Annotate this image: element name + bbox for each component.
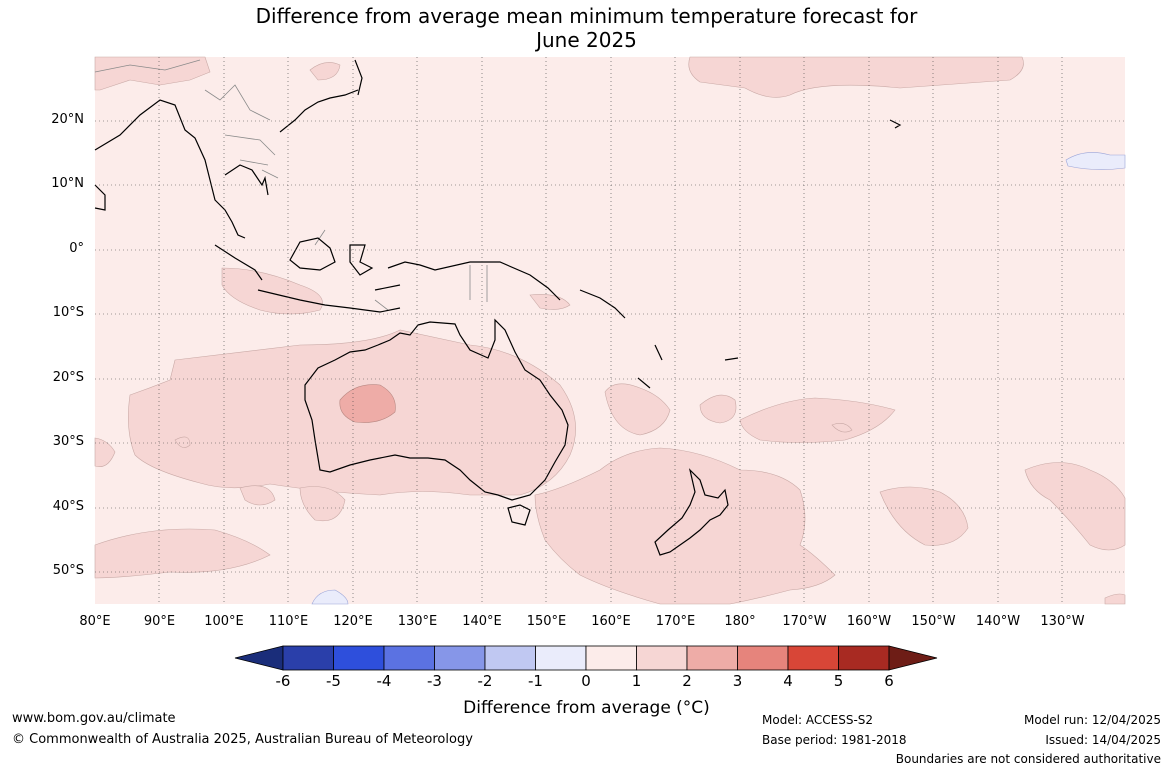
lon-label: 140°W <box>975 614 1021 629</box>
lon-label: 150°W <box>911 614 956 629</box>
lat-label: 30°S <box>52 434 84 449</box>
colorbar-tick-label: -2 <box>477 672 493 690</box>
colorbar-tick-label: -1 <box>528 672 543 690</box>
lon-label: 170°E <box>655 614 696 629</box>
colorbar-tick-label: -4 <box>376 672 392 690</box>
lat-label: 0° <box>69 241 84 256</box>
website-link[interactable]: www.bom.gov.au/climate <box>12 711 176 726</box>
map-title-line2: June 2025 <box>536 28 637 52</box>
colorbar-segment <box>434 645 486 671</box>
lon-label: 130°E <box>397 614 438 629</box>
disclaimer-text: Boundaries are not considered authoritat… <box>895 752 1161 766</box>
lon-label: 170°W <box>782 614 827 629</box>
lat-label: 50°S <box>52 563 84 578</box>
colorbar-tick-label: -5 <box>326 672 341 690</box>
anomaly-below-average-regions <box>311 152 1126 605</box>
colorbar-tick-label: 6 <box>884 672 894 690</box>
lat-label: 40°S <box>52 499 84 514</box>
model-run-text: Model run: 12/04/2025 <box>1023 713 1161 727</box>
lon-label: 160°E <box>591 614 631 629</box>
lon-label: 80°E <box>79 614 111 629</box>
colorbar-segment <box>838 645 890 671</box>
anomaly-2-3-region <box>339 384 396 423</box>
new-zealand-coastline <box>654 468 729 556</box>
colorbar-tick-label: 3 <box>732 672 743 690</box>
colorbar-segment <box>535 645 587 671</box>
colorbar-tick-label: 1 <box>631 672 642 690</box>
colorbar-tick-label: -3 <box>427 672 442 690</box>
colorbar-tick-label: 4 <box>783 672 793 690</box>
colorbar-segment <box>636 645 688 671</box>
colorbar-segment <box>333 645 385 671</box>
lon-label: 100°E <box>204 614 244 629</box>
lon-label: 150°E <box>526 614 567 629</box>
country-borders <box>94 59 488 311</box>
colorbar-segment <box>484 645 536 671</box>
lon-label: 110°E <box>268 614 309 629</box>
australia-coastline <box>304 318 569 501</box>
lon-label: 160°W <box>846 614 892 629</box>
colorbar-title: Difference from average (°C) <box>463 698 710 718</box>
model-text: Model: ACCESS-S2 <box>762 713 874 727</box>
lat-label: 10°S <box>52 305 84 320</box>
colorbar-segment <box>686 645 738 671</box>
map-title-line1: Difference from average mean minimum tem… <box>255 4 918 28</box>
lon-label: 180° <box>724 614 756 629</box>
colorbar-tick-label: 5 <box>833 672 844 690</box>
lat-label: 20°N <box>51 112 84 127</box>
colorbar-arrow-low <box>234 645 284 671</box>
lon-label: 120°E <box>333 614 373 629</box>
colorbar-tick-label: -6 <box>275 672 291 690</box>
colorbar-segment <box>737 645 789 671</box>
lon-label: 130°W <box>1040 614 1085 629</box>
lon-label: 90°E <box>143 614 176 629</box>
lat-label: 20°S <box>52 370 84 385</box>
colorbar-segment <box>787 645 839 671</box>
copyright-text: © Commonwealth of Australia 2025, Austra… <box>12 732 473 747</box>
base-period-text: Base period: 1981-2018 <box>762 733 907 747</box>
lat-label: 10°N <box>51 176 84 191</box>
coastlines <box>94 59 902 556</box>
colorbar-segment <box>383 645 435 671</box>
colorbar-segment <box>585 645 637 671</box>
issued-text: Issued: 14/04/2025 <box>1045 733 1161 747</box>
lon-label: 140°E <box>462 614 502 629</box>
colorbar-segment <box>282 645 334 671</box>
colorbar-tick-label: 0 <box>581 672 591 690</box>
colorbar <box>234 645 938 671</box>
colorbar-arrow-high <box>888 645 938 671</box>
colorbar-tick-label: 2 <box>682 672 692 690</box>
